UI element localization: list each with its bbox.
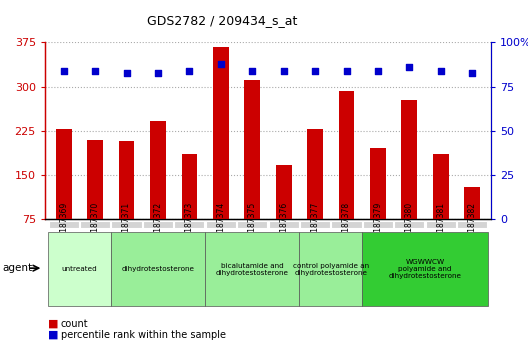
Text: GSM187375: GSM187375 (248, 202, 257, 248)
Bar (276, 165, 291, 219)
Text: GSM187374: GSM187374 (216, 202, 225, 248)
FancyBboxPatch shape (363, 221, 393, 228)
Bar (433, 154, 449, 219)
Bar (150, 121, 166, 219)
FancyBboxPatch shape (49, 221, 79, 228)
Text: GSM187379: GSM187379 (373, 202, 382, 248)
Bar (244, 80, 260, 219)
FancyBboxPatch shape (426, 221, 456, 228)
Point (468, 70, 476, 75)
Point (405, 64, 413, 70)
Bar (87, 140, 103, 219)
Bar (213, 47, 229, 219)
Text: agent: agent (3, 263, 33, 273)
FancyBboxPatch shape (300, 221, 330, 228)
Text: GSM187380: GSM187380 (405, 202, 414, 248)
Point (154, 70, 162, 75)
Text: GSM187370: GSM187370 (91, 202, 100, 248)
Text: GSM187377: GSM187377 (310, 202, 319, 248)
FancyBboxPatch shape (48, 232, 111, 307)
Bar (182, 154, 197, 219)
Point (374, 68, 382, 74)
Text: GSM187378: GSM187378 (342, 202, 351, 248)
Point (122, 70, 131, 75)
FancyBboxPatch shape (174, 221, 204, 228)
Text: GSM187371: GSM187371 (122, 202, 131, 248)
Text: GSM187376: GSM187376 (279, 202, 288, 248)
FancyBboxPatch shape (111, 221, 142, 228)
Text: control polyamide an
dihydrotestosterone: control polyamide an dihydrotestosterone (293, 263, 369, 275)
Text: WGWWCW
polyamide and
dihydrotestosterone: WGWWCW polyamide and dihydrotestosterone (389, 259, 461, 279)
FancyBboxPatch shape (205, 232, 299, 307)
Bar (307, 129, 323, 219)
FancyBboxPatch shape (111, 232, 205, 307)
FancyBboxPatch shape (206, 221, 236, 228)
Bar (401, 100, 417, 219)
Point (311, 68, 319, 74)
Bar (338, 91, 354, 219)
FancyBboxPatch shape (394, 221, 425, 228)
FancyBboxPatch shape (143, 221, 173, 228)
Point (91, 68, 99, 74)
Bar (464, 187, 480, 219)
Text: dihydrotestosterone: dihydrotestosterone (121, 266, 194, 272)
Point (216, 61, 225, 67)
Text: GSM187381: GSM187381 (436, 202, 445, 248)
Point (437, 68, 445, 74)
Point (185, 68, 194, 74)
Text: untreated: untreated (62, 266, 97, 272)
FancyBboxPatch shape (80, 221, 110, 228)
FancyBboxPatch shape (457, 221, 487, 228)
Text: GSM187369: GSM187369 (59, 202, 68, 248)
Text: count: count (61, 319, 88, 329)
Text: bicalutamide and
dihydrotestosterone: bicalutamide and dihydrotestosterone (216, 263, 289, 275)
FancyBboxPatch shape (362, 232, 488, 307)
Point (60, 68, 68, 74)
Text: GSM187373: GSM187373 (185, 202, 194, 248)
Text: percentile rank within the sample: percentile rank within the sample (61, 330, 226, 339)
Text: GSM187372: GSM187372 (154, 202, 163, 248)
Point (248, 68, 257, 74)
Point (342, 68, 351, 74)
Text: ■: ■ (48, 330, 58, 339)
Bar (119, 141, 135, 219)
FancyBboxPatch shape (237, 221, 267, 228)
FancyBboxPatch shape (299, 232, 362, 307)
Text: GSM187382: GSM187382 (468, 202, 477, 248)
Bar (370, 148, 386, 219)
Text: ■: ■ (48, 319, 58, 329)
FancyBboxPatch shape (332, 221, 362, 228)
Point (279, 68, 288, 74)
FancyBboxPatch shape (269, 221, 299, 228)
Bar (56, 129, 72, 219)
Text: GDS2782 / 209434_s_at: GDS2782 / 209434_s_at (147, 14, 297, 27)
